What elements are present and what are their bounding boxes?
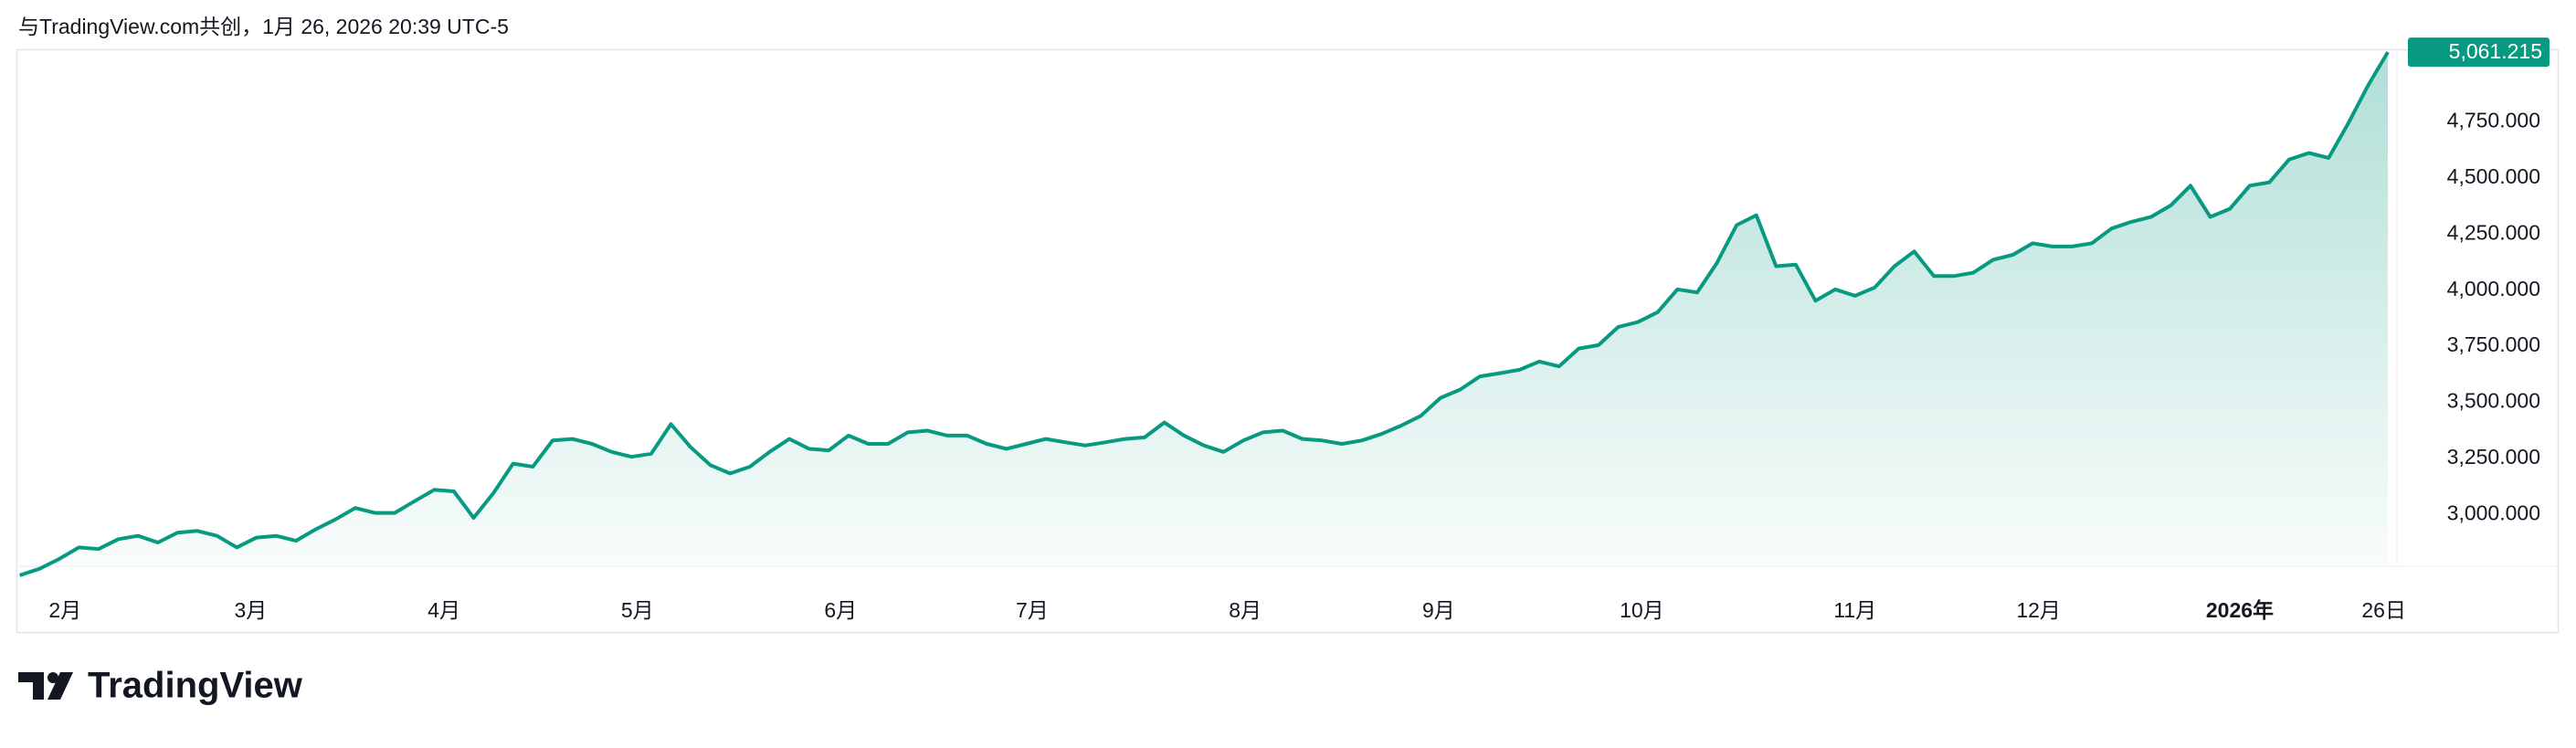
x-tick-label: 11月 [1833, 598, 1876, 622]
logo: TradingView [18, 666, 303, 706]
y-tick-label: 4,750.000 [2447, 109, 2540, 132]
chart-frame [16, 48, 2560, 634]
logo-mark [48, 672, 73, 700]
y-tick-label: 3,500.000 [2447, 389, 2540, 413]
x-tick-label: 10月 [1620, 598, 1664, 622]
x-tick-label: 26日 [2361, 598, 2406, 622]
last-price-label: 5,061.215 [2449, 39, 2542, 63]
area-fill [19, 52, 2388, 575]
logo-mark [18, 672, 44, 700]
y-tick-label: 3,000.000 [2447, 500, 2540, 524]
attribution: 与TradingView.com共创，1月 26, 2026 20:39 UTC… [18, 15, 509, 38]
x-tick-label: 5月 [621, 598, 654, 622]
x-tick-label: 3月 [234, 598, 267, 622]
x-tick-label: 9月 [1422, 598, 1455, 622]
y-tick-label: 4,250.000 [2447, 220, 2540, 244]
x-tick-label: 2月 [48, 598, 81, 622]
x-tick-label: 4月 [428, 598, 460, 622]
x-tick-label: 7月 [1016, 598, 1049, 622]
y-tick-label: 3,250.000 [2447, 445, 2540, 469]
last-price-box [2408, 37, 2550, 68]
x-tick-label: 2026年 [2206, 598, 2274, 622]
logo-mark [48, 672, 58, 683]
y-tick-label: 3,750.000 [2447, 332, 2540, 356]
y-tick-label: 4,500.000 [2447, 164, 2540, 188]
price-line [18, 51, 2390, 577]
x-tick-label: 6月 [824, 598, 857, 622]
x-tick-label: 8月 [1229, 598, 1262, 622]
y-tick-label: 4,000.000 [2447, 277, 2540, 300]
brand: TradingView [88, 666, 303, 706]
x-tick-label: 12月 [2016, 598, 2061, 622]
